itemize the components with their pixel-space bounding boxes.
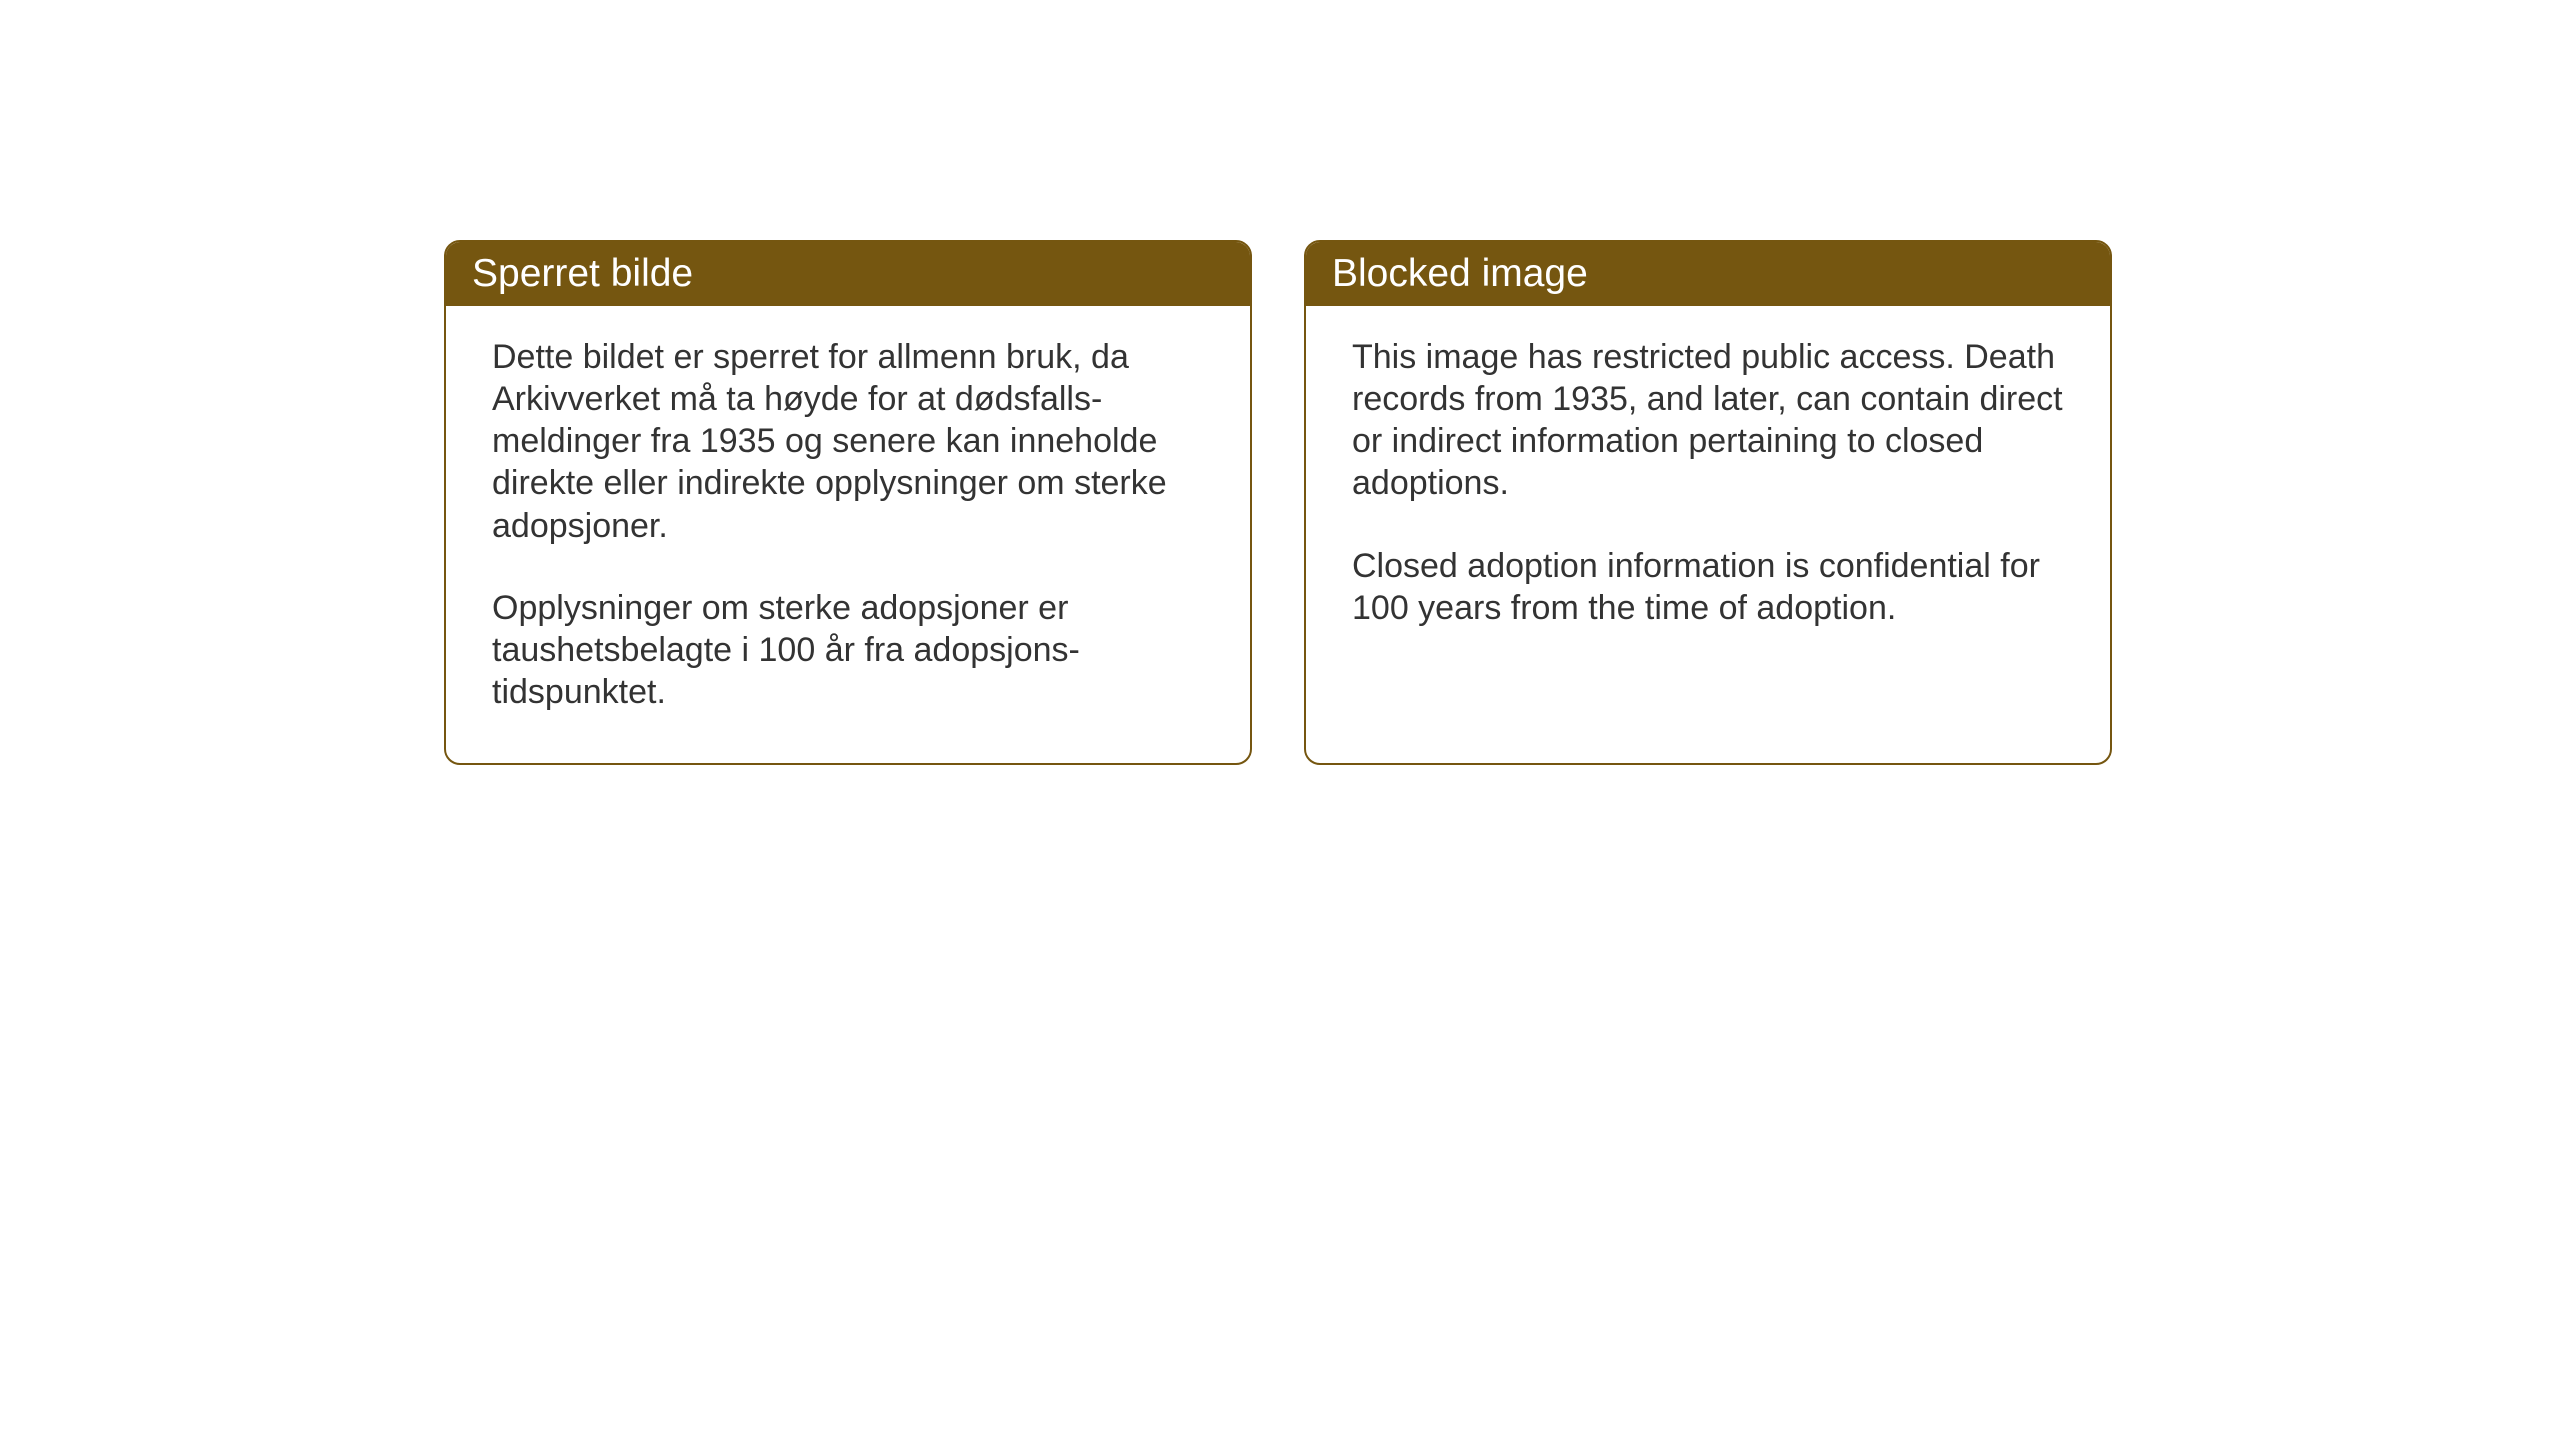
- notice-box-english: Blocked image This image has restricted …: [1304, 240, 2112, 765]
- notice-paragraph-norwegian-2: Opplysninger om sterke adopsjoner er tau…: [492, 587, 1204, 713]
- notice-paragraph-english-1: This image has restricted public access.…: [1352, 336, 2064, 505]
- notice-header-norwegian: Sperret bilde: [446, 242, 1250, 306]
- notice-paragraph-norwegian-1: Dette bildet er sperret for allmenn bruk…: [492, 336, 1204, 547]
- notice-title-english: Blocked image: [1332, 252, 1588, 295]
- notice-body-english: This image has restricted public access.…: [1306, 306, 2110, 679]
- notice-container: Sperret bilde Dette bildet er sperret fo…: [444, 240, 2112, 765]
- notice-header-english: Blocked image: [1306, 242, 2110, 306]
- notice-body-norwegian: Dette bildet er sperret for allmenn bruk…: [446, 306, 1250, 763]
- notice-title-norwegian: Sperret bilde: [472, 252, 693, 295]
- notice-box-norwegian: Sperret bilde Dette bildet er sperret fo…: [444, 240, 1252, 765]
- notice-paragraph-english-2: Closed adoption information is confident…: [1352, 545, 2064, 629]
